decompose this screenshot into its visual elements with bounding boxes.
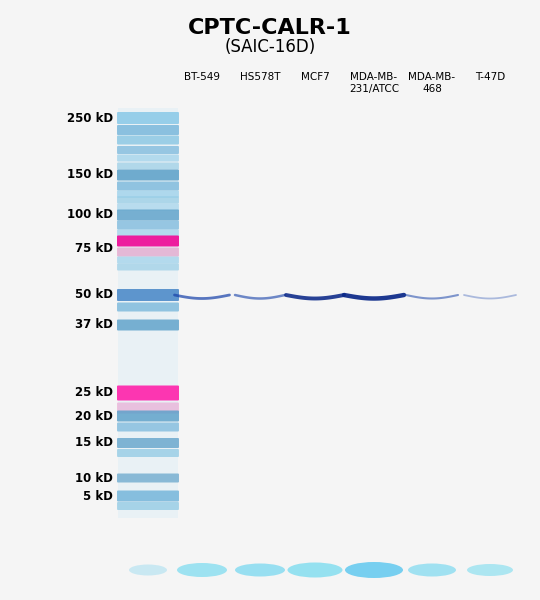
FancyBboxPatch shape — [117, 410, 179, 421]
Text: 10 kD: 10 kD — [75, 472, 113, 485]
FancyBboxPatch shape — [117, 438, 179, 448]
Ellipse shape — [177, 563, 227, 577]
FancyBboxPatch shape — [118, 108, 178, 518]
Text: MDA-MB-
231/ATCC: MDA-MB- 231/ATCC — [349, 72, 399, 94]
Text: (SAIC-16D): (SAIC-16D) — [225, 38, 315, 56]
Text: 37 kD: 37 kD — [75, 319, 113, 331]
FancyBboxPatch shape — [117, 502, 179, 510]
Text: HS578T: HS578T — [240, 72, 280, 82]
Text: CPTC-CALR-1: CPTC-CALR-1 — [188, 18, 352, 38]
FancyBboxPatch shape — [117, 169, 179, 181]
FancyBboxPatch shape — [117, 491, 179, 502]
FancyBboxPatch shape — [117, 449, 179, 457]
FancyBboxPatch shape — [117, 196, 179, 203]
FancyBboxPatch shape — [117, 203, 179, 211]
FancyBboxPatch shape — [117, 136, 179, 145]
Text: 150 kD: 150 kD — [67, 169, 113, 181]
Text: T-47D: T-47D — [475, 72, 505, 82]
FancyBboxPatch shape — [117, 302, 179, 311]
FancyBboxPatch shape — [117, 125, 179, 135]
Text: 5 kD: 5 kD — [83, 490, 113, 503]
FancyBboxPatch shape — [117, 154, 179, 161]
FancyBboxPatch shape — [117, 209, 179, 220]
FancyBboxPatch shape — [117, 235, 179, 247]
Ellipse shape — [467, 564, 513, 576]
FancyBboxPatch shape — [117, 247, 179, 257]
FancyBboxPatch shape — [117, 473, 179, 482]
Text: MDA-MB-
468: MDA-MB- 468 — [408, 72, 456, 94]
FancyBboxPatch shape — [117, 257, 179, 263]
FancyBboxPatch shape — [117, 422, 179, 431]
FancyBboxPatch shape — [117, 181, 179, 191]
FancyBboxPatch shape — [117, 220, 179, 229]
Text: 75 kD: 75 kD — [75, 241, 113, 254]
FancyBboxPatch shape — [117, 289, 179, 301]
FancyBboxPatch shape — [117, 191, 179, 197]
Ellipse shape — [129, 565, 167, 575]
Ellipse shape — [235, 563, 285, 577]
Text: 20 kD: 20 kD — [75, 409, 113, 422]
FancyBboxPatch shape — [117, 385, 179, 401]
Ellipse shape — [408, 563, 456, 577]
Ellipse shape — [287, 563, 342, 577]
Text: 50 kD: 50 kD — [75, 289, 113, 301]
Text: 100 kD: 100 kD — [67, 208, 113, 221]
Text: 25 kD: 25 kD — [75, 386, 113, 400]
FancyBboxPatch shape — [117, 403, 179, 413]
FancyBboxPatch shape — [117, 146, 179, 154]
Text: 15 kD: 15 kD — [75, 437, 113, 449]
Text: MCF7: MCF7 — [301, 72, 329, 82]
FancyBboxPatch shape — [117, 319, 179, 331]
FancyBboxPatch shape — [117, 112, 179, 124]
Ellipse shape — [345, 562, 403, 578]
Text: BT-549: BT-549 — [184, 72, 220, 82]
FancyBboxPatch shape — [117, 263, 179, 271]
Text: 250 kD: 250 kD — [67, 112, 113, 124]
FancyBboxPatch shape — [117, 229, 179, 236]
FancyBboxPatch shape — [117, 163, 179, 169]
